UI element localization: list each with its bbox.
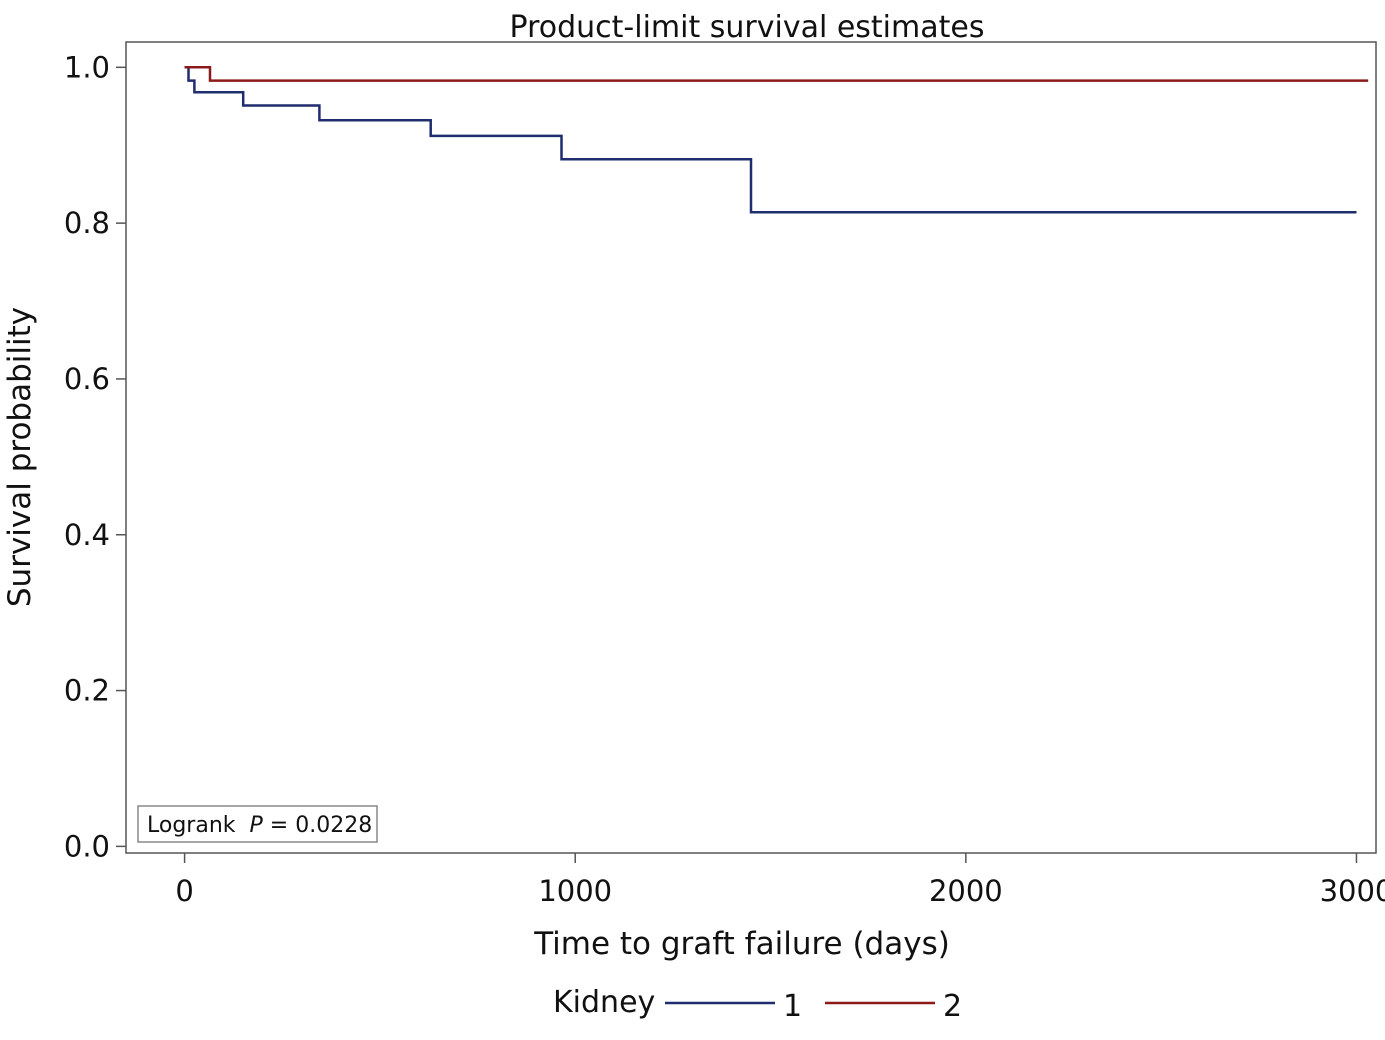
logrank-annotation-frame <box>137 805 378 843</box>
y-tick-label: 0.0 <box>64 829 110 863</box>
logrank-p-value: = 0.0228 <box>263 813 372 838</box>
x-axis-title: Time to graft failure (days) <box>533 926 950 962</box>
x-tick-label: 0 <box>175 874 193 908</box>
y-tick-label: 0.2 <box>64 674 110 708</box>
legend-label-2: 2 <box>943 989 962 1024</box>
y-tick-label: 0.8 <box>64 206 110 240</box>
y-tick-label: 1.0 <box>64 50 110 84</box>
y-tick-label: 0.6 <box>64 362 110 396</box>
series-line-2 <box>184 66 1369 82</box>
x-tick-label: 3000 <box>1320 874 1385 908</box>
chart-title: Product-limit survival estimates <box>510 10 985 45</box>
legend-title: Kidney <box>553 985 655 1020</box>
series-line-1 <box>184 66 1357 214</box>
logrank-label: Logrank <box>147 813 236 838</box>
legend-label-1: 1 <box>783 989 802 1024</box>
logrank-p-symbol: P <box>250 813 264 838</box>
x-tick-label: 2000 <box>929 874 1003 908</box>
y-tick-label: 0.4 <box>64 518 110 552</box>
logrank-annotation-text: Logrank P = 0.0228 <box>147 813 372 838</box>
logrank-annotation: Logrank P = 0.0228 <box>137 805 378 843</box>
x-tick-label: 1000 <box>538 874 612 908</box>
plot-frame <box>125 41 1377 854</box>
x-axis: 0 1000 2000 3000 <box>175 853 1385 908</box>
series-layer <box>184 66 1369 214</box>
y-axis-title: Survival probability <box>2 307 38 607</box>
y-axis: 0.0 0.2 0.4 0.6 0.8 1.0 <box>64 50 126 863</box>
